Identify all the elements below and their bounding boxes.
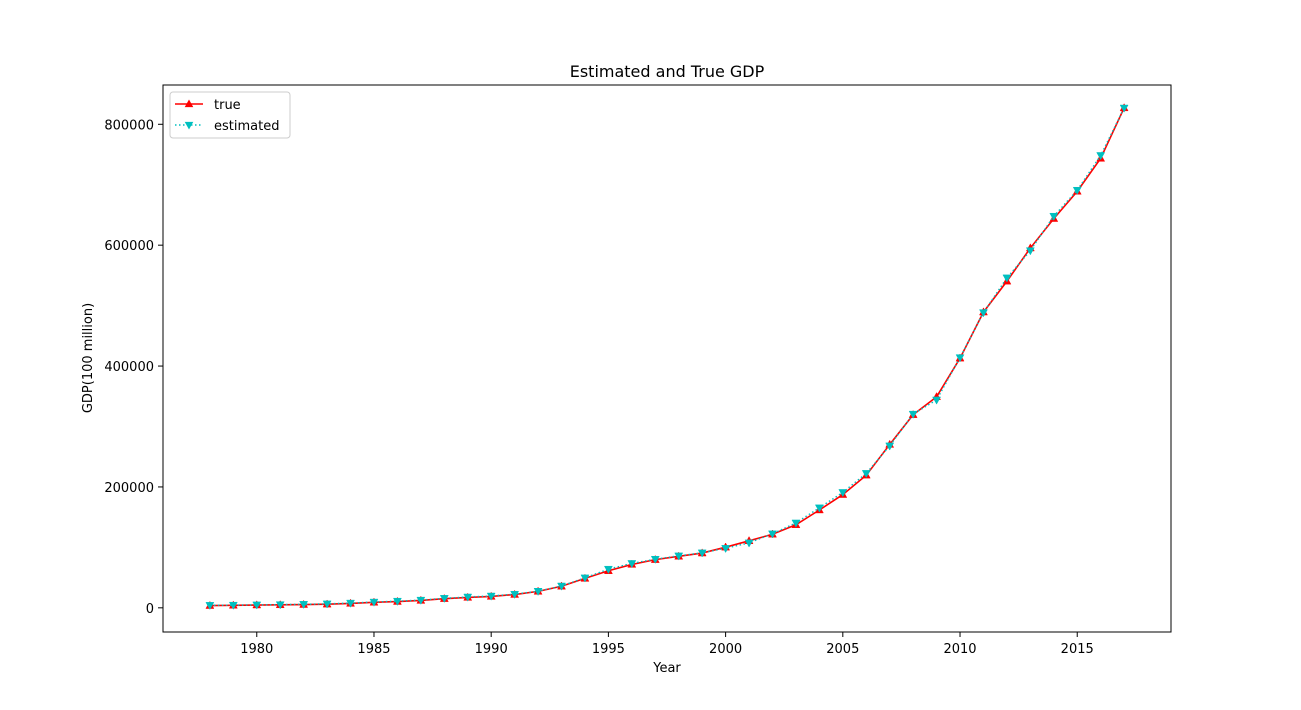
- data-point-estimated: [205, 602, 215, 610]
- data-point-estimated: [1002, 274, 1012, 283]
- data-point-estimated: [533, 588, 543, 596]
- plot-area: 1980 1985 1990 1995 2000 2005 2010 2015 0 200000 4…: [104, 84, 1172, 657]
- data-point-estimated: [650, 555, 660, 564]
- data-point-estimated: [744, 539, 754, 548]
- data-point-estimated: [1049, 212, 1059, 221]
- data-point-estimated: [838, 489, 848, 498]
- data-point-estimated: [768, 530, 777, 539]
- data-point-estimated: [580, 574, 590, 583]
- legend-marker-true: [184, 99, 194, 108]
- data-point-estimated: [674, 552, 684, 561]
- chart-title: Estimated and True GDP: [570, 62, 765, 81]
- axes-frame: [162, 84, 1172, 633]
- data-point-estimated: [557, 582, 566, 591]
- x-tick-label: 1990: [475, 642, 508, 657]
- x-tick-label: 2010: [943, 642, 976, 657]
- data-point-estimated: [510, 590, 520, 599]
- x-tick-label: 1980: [240, 642, 273, 657]
- data-point-estimated: [861, 470, 871, 479]
- x-tick-label: 1985: [357, 642, 390, 657]
- data-point-estimated: [814, 504, 824, 513]
- y-axis-label: GDP(100 million): [81, 303, 96, 413]
- legend-label-true: true: [214, 98, 241, 113]
- data-point-estimated: [416, 596, 426, 605]
- data-point-estimated: [1119, 104, 1129, 113]
- data-point-estimated: [932, 396, 941, 405]
- legend-marker-estimated: [184, 121, 194, 130]
- data-point-estimated: [1072, 186, 1082, 195]
- x-tick-label: 2015: [1061, 642, 1094, 657]
- x-axis-label: Year: [652, 661, 681, 676]
- y-tick-label: 600000: [104, 239, 154, 254]
- data-point-estimated: [1096, 152, 1106, 161]
- data-point-estimated: [955, 354, 965, 363]
- data-point-estimated: [299, 601, 309, 609]
- y-tick-label: 400000: [104, 360, 154, 375]
- y-tick-label: 800000: [104, 118, 154, 133]
- legend: true estimated: [169, 91, 291, 139]
- data-point-estimated: [721, 545, 731, 554]
- data-point-estimated: [439, 595, 449, 603]
- y-tick-label: 0: [146, 602, 154, 617]
- data-point-estimated: [603, 565, 613, 574]
- y-tick-label: 200000: [104, 481, 154, 496]
- legend-label-estimated: estimated: [214, 119, 279, 134]
- data-point-estimated: [697, 549, 707, 558]
- data-point-estimated: [908, 410, 918, 419]
- data-point-estimated: [393, 597, 402, 606]
- series-line-estimated: [209, 107, 1125, 606]
- data-point-estimated: [1025, 247, 1035, 256]
- data-point-estimated: [228, 601, 238, 610]
- data-point-estimated: [627, 560, 637, 569]
- x-tick-label: 2000: [709, 642, 742, 657]
- data-point-estimated: [275, 601, 285, 610]
- data-point-estimated: [486, 592, 496, 601]
- data-point-estimated: [369, 598, 379, 607]
- data-point-estimated: [979, 309, 988, 318]
- data-point-estimated: [346, 599, 355, 608]
- data-point-estimated: [885, 442, 895, 451]
- x-tick-label: 1995: [592, 642, 625, 657]
- data-point-estimated: [791, 519, 801, 528]
- data-point-estimated: [463, 593, 473, 602]
- x-tick-label: 2005: [826, 642, 859, 657]
- data-point-estimated: [252, 601, 262, 610]
- data-point-estimated: [322, 600, 332, 609]
